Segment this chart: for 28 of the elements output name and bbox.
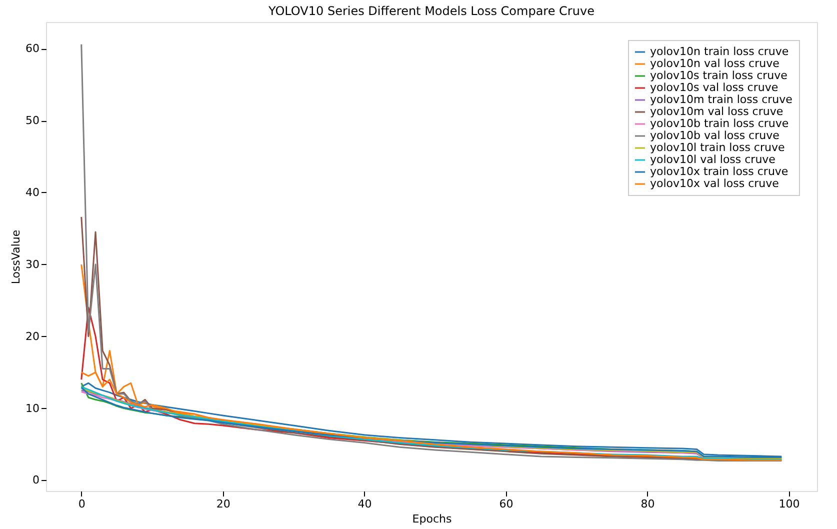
legend-label: yolov10l val loss cruve [650, 153, 776, 166]
x-tick-label: 80 [640, 498, 655, 510]
chart-title: YOLOV10 Series Different Models Loss Compare Cruve [268, 4, 594, 18]
legend-label: yolov10l train loss cruve [650, 141, 785, 154]
x-tick-label: 20 [216, 498, 230, 510]
y-tick-label: 50 [26, 114, 40, 128]
x-tick-label: 40 [358, 498, 372, 510]
legend-label: yolov10n train loss cruve [650, 45, 789, 58]
legend-label: yolov10s val loss cruve [650, 81, 778, 94]
legend-label: yolov10x train loss cruve [650, 165, 788, 178]
legend-label: yolov10x val loss cruve [650, 177, 780, 190]
y-tick-label: 0 [32, 474, 40, 487]
x-tick-label: 60 [499, 498, 514, 510]
x-tick-label: 0 [78, 498, 86, 510]
legend-label: yolov10m val loss cruve [650, 105, 784, 118]
y-axis-title: LossValue [10, 230, 23, 284]
y-tick-label: 30 [26, 258, 40, 271]
y-tick-label: 20 [26, 330, 40, 343]
legend-label: yolov10b train loss cruve [650, 117, 789, 130]
y-tick-label: 40 [26, 186, 40, 199]
y-tick-label: 10 [26, 402, 40, 415]
legend-label: yolov10s train loss cruve [650, 69, 788, 82]
y-tick-label: 60 [26, 42, 40, 56]
legend-label: yolov10b val loss cruve [650, 129, 780, 142]
x-axis-title: Epochs [412, 512, 452, 526]
legend-label: yolov10n val loss cruve [650, 57, 780, 70]
x-tick-label: 100 [778, 498, 800, 510]
legend-label: yolov10m train loss cruve [650, 93, 793, 106]
